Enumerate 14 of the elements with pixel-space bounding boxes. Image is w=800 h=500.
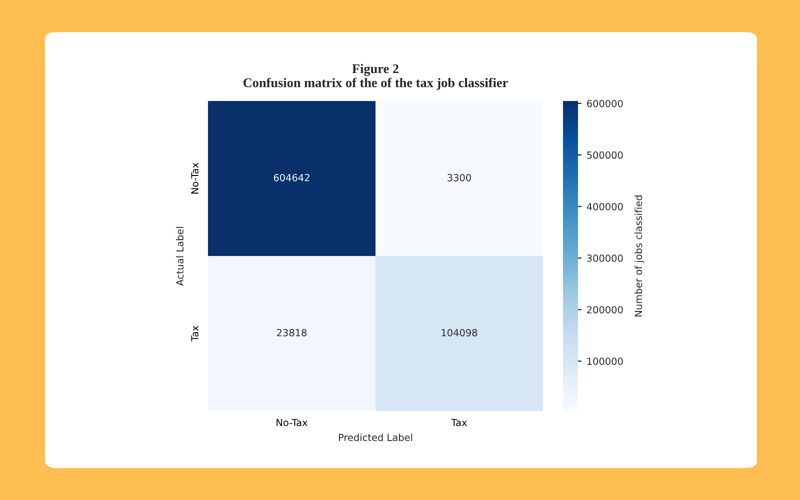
color-bar-title: Number of jobs classified xyxy=(634,196,644,316)
data-label: 23818 xyxy=(277,328,307,336)
data-label: 3300 xyxy=(448,174,471,182)
x-axis-title: Predicted Label xyxy=(338,434,412,442)
color-bar-label: 300000 xyxy=(587,254,623,262)
color-bar-label: 500000 xyxy=(587,151,623,159)
color-bar-label: 100000 xyxy=(587,358,623,365)
data-label: 604642 xyxy=(274,174,310,182)
data-label: 104098 xyxy=(442,328,478,336)
color-bar-label: 200000 xyxy=(587,306,623,314)
color-bar-label: 600000 xyxy=(587,100,623,108)
color-bar-label: 400000 xyxy=(586,202,623,210)
chart-title: Figure 2 Confusion matrix of the of the tax job classifier xyxy=(243,64,508,90)
y-axis-title: Actual Label xyxy=(176,227,184,286)
